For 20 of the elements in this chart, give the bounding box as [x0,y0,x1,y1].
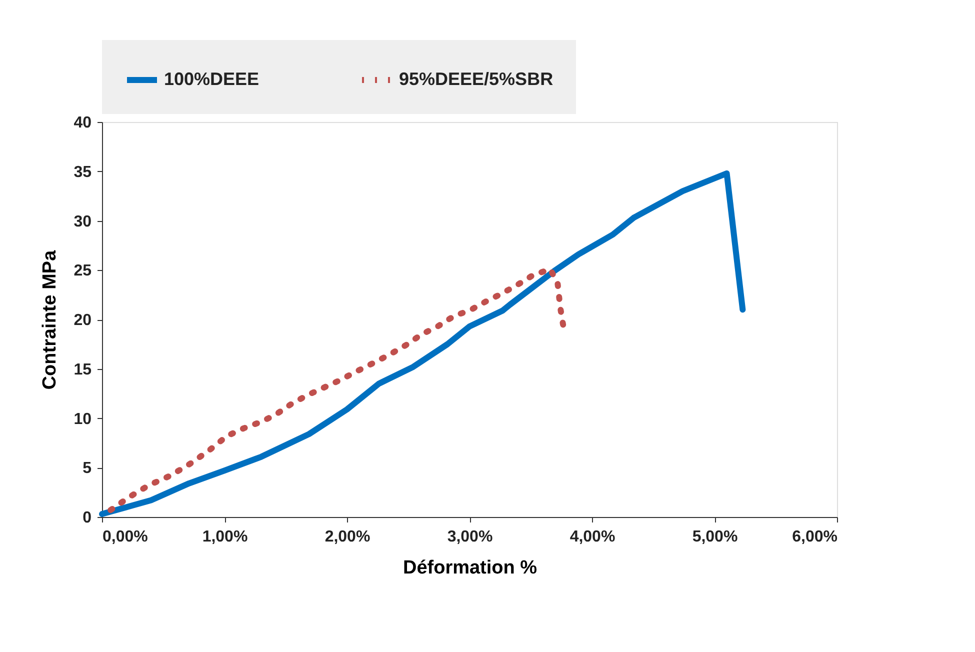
legend-label: 95%DEEE/5%SBR [399,69,554,89]
y-tick-label: 15 [74,361,92,378]
legend-label: 100%DEEE [164,69,260,89]
x-tick-label: 0,00% [102,528,148,546]
x-tick-label: 3,00% [447,528,493,546]
y-tick-label: 10 [74,410,92,428]
x-tick-label: 1,00% [202,528,248,546]
y-tick-label: 30 [74,213,92,230]
y-tick-label: 0 [82,510,92,526]
y-tick-label: 25 [74,262,92,280]
y-tick-label: 20 [74,312,92,329]
y-tick-label: 40 [74,114,92,132]
x-axis-title: Déformation % [402,558,538,578]
x-tick-label: 2,00% [324,528,370,546]
y-axis-title: Contrainte MPa [40,250,61,390]
y-tick-label: 35 [74,164,92,181]
y-tick-label: 5 [82,460,92,478]
x-tick-label: 6,00% [792,528,838,546]
x-tick-label: 5,00% [692,528,738,546]
x-tick-label: 4,00% [570,528,616,546]
